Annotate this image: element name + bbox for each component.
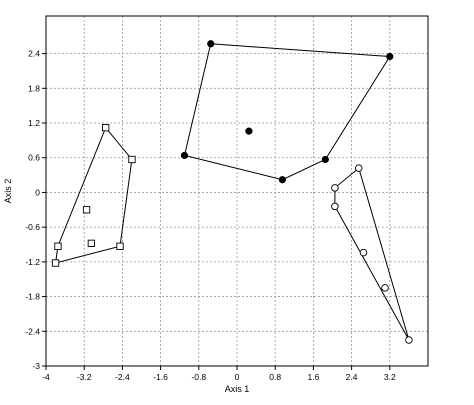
axis-ticks: -4 -3.2 -2.4 -1.6 -0.8 0 0.8 1.6 2.4 3.2 -3 -2.4 -1.… [25,49,396,382]
open-circle-marker [381,284,389,292]
hull-group-3 [334,167,410,341]
x-tick-label: 2.4 [346,372,358,382]
square-marker [102,124,110,132]
x-tick-label: -1.6 [153,372,168,382]
x-tick-label: 0 [235,372,240,382]
y-tick-label: 1.8 [28,83,40,93]
y-tick-label: -0.6 [25,222,40,232]
filled-circle-marker [278,176,286,184]
square-marker [87,239,96,248]
hull-group-2 [183,43,391,181]
filled-circle-marker [321,155,329,164]
y-axis-title: Axis 2 [3,179,13,204]
x-tick-label: 1.6 [307,372,319,382]
square-marker [128,155,136,164]
filled-circle-marker [386,52,394,61]
open-circle-marker [331,184,339,192]
x-tick-label: -2.4 [115,372,130,382]
x-axis-title: Axis 1 [225,384,250,394]
x-tick-label: 3.2 [384,372,396,382]
y-tick-label: -2.4 [25,326,40,336]
x-tick-label: 0.8 [269,372,281,382]
y-tick-label: -1.8 [25,292,40,302]
data-points [51,40,413,344]
filled-circle-marker [180,151,189,160]
y-tick-label: -1.2 [25,257,40,267]
square-marker [54,242,62,250]
x-tick-label: -4 [42,372,50,382]
y-tick-label: -3 [32,361,40,371]
y-tick-label: 1.2 [28,118,40,128]
filled-circle-marker [207,40,215,48]
y-tick-label: 0.6 [28,153,40,163]
open-circle-marker [359,248,368,257]
square-marker [51,259,60,267]
y-tick-label: 0 [35,187,40,197]
y-tick-label: 2.4 [28,49,40,59]
x-tick-label: -3.2 [77,372,92,382]
open-circle-marker [355,164,363,172]
grid-lines [46,16,428,366]
x-tick-label: -0.8 [191,372,206,382]
square-marker [82,206,91,214]
square-marker [116,242,124,250]
open-circle-marker [405,336,413,344]
filled-circle-marker [245,127,253,135]
open-circle-marker [331,202,339,211]
